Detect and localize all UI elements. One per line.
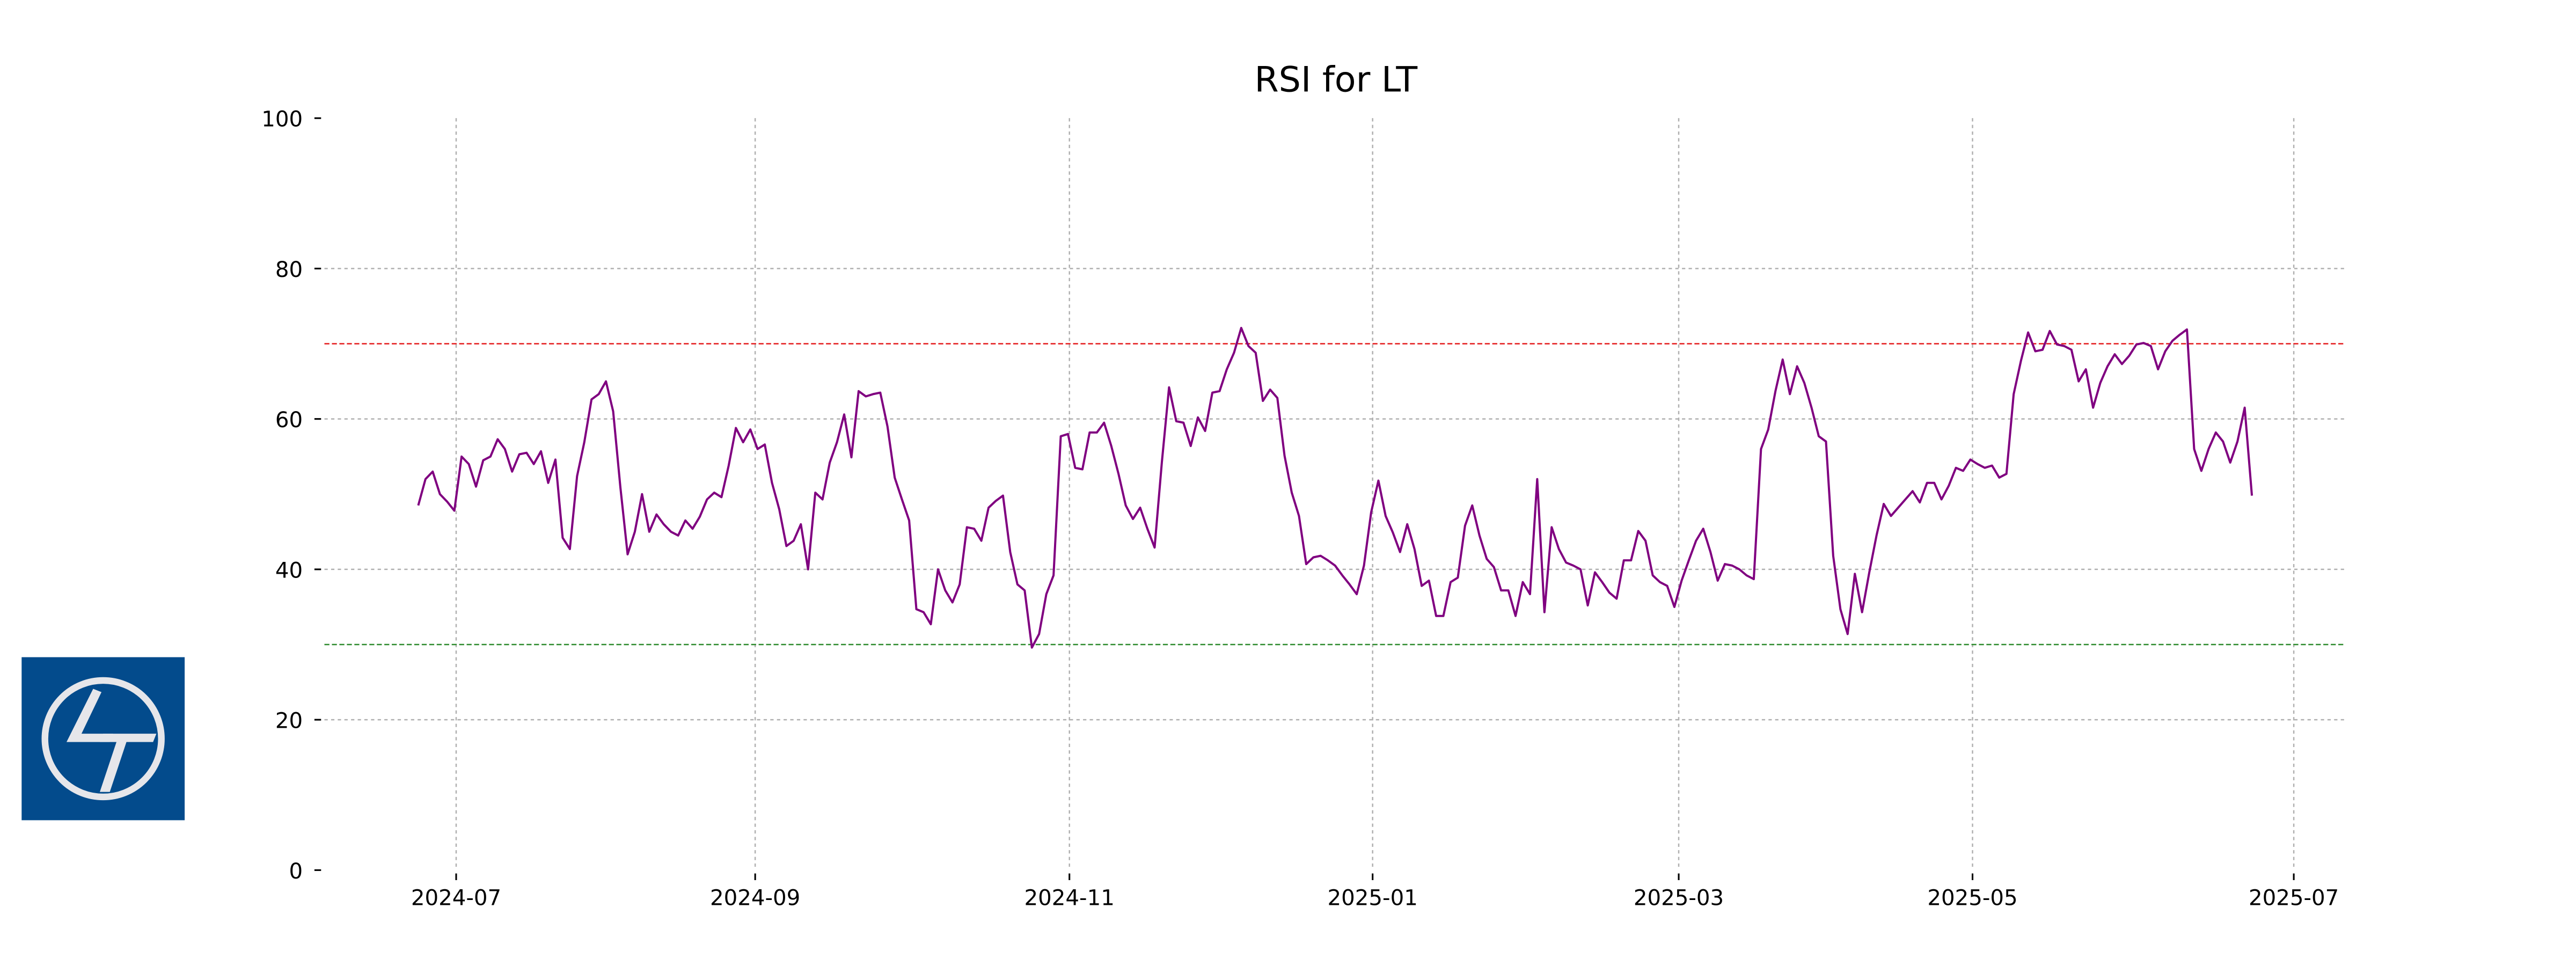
company-logo (21, 657, 185, 821)
x-tick-label: 2024-07 (411, 885, 501, 910)
y-tick-label: 60 (275, 407, 303, 433)
logo-ring (41, 677, 165, 801)
rsi-line (417, 327, 2253, 649)
grid (324, 118, 2346, 870)
x-tick-label: 2025-01 (1328, 885, 1418, 910)
chart-title: RSI for LT (1254, 60, 1417, 100)
y-tick-label: 80 (275, 257, 303, 282)
logo-t (99, 734, 157, 792)
x-tick-label: 2025-03 (1634, 885, 1724, 910)
x-tick-label: 2025-07 (2249, 885, 2339, 910)
y-tick-label: 0 (289, 859, 303, 884)
x-tick-label: 2024-09 (710, 885, 800, 910)
x-tick-label: 2024-11 (1024, 885, 1115, 910)
y-tick-label: 100 (261, 107, 303, 132)
y-tick-label: 40 (275, 558, 303, 583)
logo-l (66, 689, 113, 742)
y-tick-label: 20 (275, 708, 303, 734)
x-tick-label: 2025-05 (1927, 885, 2017, 910)
